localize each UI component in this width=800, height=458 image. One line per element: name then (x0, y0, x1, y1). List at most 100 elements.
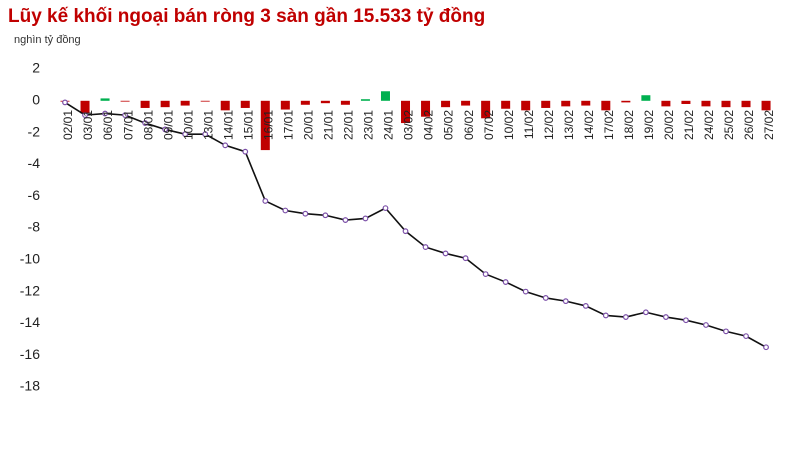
bar (220, 100, 230, 111)
bar (360, 99, 370, 101)
x-tick-label: 16/01 (261, 110, 275, 140)
point (562, 298, 569, 305)
y-tick-label: -14 (20, 314, 40, 330)
x-tick-label: 06/02 (462, 110, 476, 140)
point (502, 279, 509, 285)
x-tick-label: 13/02 (562, 110, 576, 140)
x-tick-label: 04/02 (422, 110, 436, 140)
bar (681, 100, 691, 104)
x-tick-label: 11/02 (522, 110, 536, 139)
y-tick-label: -2 (28, 123, 41, 139)
bar (521, 100, 531, 111)
point (322, 212, 329, 219)
point (723, 328, 729, 335)
point (462, 255, 469, 262)
x-tick-label: 17/01 (282, 110, 296, 140)
x-tick-label: 17/02 (602, 110, 616, 140)
bar (461, 100, 471, 106)
bar (481, 100, 491, 119)
point (362, 215, 369, 222)
y-tick-label: 2 (32, 60, 40, 76)
x-tick-label: 13/01 (201, 110, 215, 140)
x-tick-label: 10/02 (502, 110, 516, 140)
point (642, 309, 649, 316)
bar (160, 100, 170, 108)
x-tick-label: 03/01 (81, 110, 95, 140)
bar (621, 100, 631, 103)
x-tick-label: 21/02 (682, 110, 696, 140)
x-tick-label: 07/01 (121, 110, 135, 140)
x-tick-label: 21/01 (322, 110, 336, 140)
point (743, 333, 749, 340)
bar (320, 100, 330, 104)
point (683, 317, 689, 324)
x-tick-label: 25/02 (722, 110, 736, 140)
y-tick-label: -6 (28, 187, 41, 203)
bar (441, 100, 451, 108)
point (182, 131, 189, 138)
point (402, 228, 409, 235)
line (64, 101, 767, 348)
bar (401, 100, 411, 124)
x-tick-label: 15/01 (241, 110, 255, 140)
x-tick-label: 19/02 (642, 110, 656, 140)
chart-subtitle: nghìn tỷ đồng (14, 34, 81, 46)
x-tick-label: 26/02 (742, 110, 756, 140)
y-tick-label: -4 (28, 155, 41, 171)
x-tick-label: 22/01 (342, 110, 356, 140)
bar (561, 100, 571, 107)
y-tick-label: -12 (20, 282, 40, 298)
y-tick-label: -18 (20, 378, 40, 394)
point (582, 303, 589, 309)
x-tick-label: 12/02 (542, 110, 556, 140)
bar (661, 100, 671, 107)
bar (180, 100, 190, 106)
point (522, 288, 529, 295)
point (342, 217, 349, 223)
point (542, 295, 549, 301)
point (442, 250, 449, 257)
y-tick-label: 0 (32, 92, 40, 108)
x-tick-label: 20/02 (662, 110, 676, 140)
x-tick-label: 08/01 (141, 110, 155, 140)
x-tick-label: 02/01 (61, 110, 75, 140)
bar (541, 100, 551, 108)
point (262, 198, 269, 204)
y-tick-label: -16 (20, 346, 40, 362)
bar (501, 100, 511, 109)
bar (581, 100, 591, 106)
x-tick-label: 20/01 (302, 110, 316, 140)
point (202, 131, 209, 138)
x-tick-label: 14/01 (221, 110, 235, 140)
x-tick-label: 09/01 (161, 110, 175, 140)
point (102, 110, 108, 117)
point (162, 126, 169, 133)
x-tick-label: 24/02 (702, 110, 716, 140)
x-tick-label: 03/02 (402, 110, 416, 140)
x-tick-label: 18/02 (622, 110, 636, 140)
point (242, 148, 249, 155)
bar (641, 95, 651, 101)
point (482, 271, 489, 278)
bar (240, 100, 250, 108)
bar (260, 100, 270, 151)
point (622, 314, 629, 320)
chart-title: Lũy kế khối ngoại bán ròng 3 sàn gần 15.… (8, 6, 485, 27)
x-tick-label: 23/01 (362, 110, 376, 140)
bar (701, 100, 711, 107)
bar (280, 100, 290, 110)
point (763, 344, 769, 351)
point (282, 207, 289, 214)
point (302, 210, 309, 217)
x-tick-label: 05/02 (442, 110, 456, 140)
x-tick-label: 14/02 (582, 110, 596, 140)
bar (100, 98, 110, 101)
x-tick-label: 24/01 (382, 110, 396, 140)
x-tick-label: 10/01 (181, 110, 195, 140)
bar (200, 100, 210, 102)
x-tick-label: 27/02 (762, 110, 776, 140)
bar (120, 100, 130, 102)
point (422, 244, 429, 250)
bar (380, 91, 390, 101)
